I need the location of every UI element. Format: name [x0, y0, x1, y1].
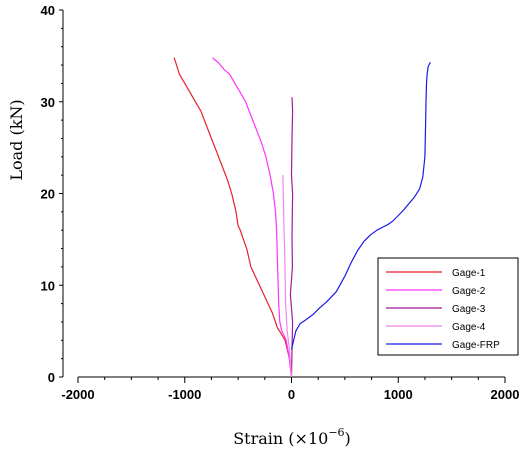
legend-label-gage-1: Gage-1	[452, 268, 486, 279]
y-tick-label-1: 10	[41, 278, 55, 293]
x-tick-label-1: -1000	[168, 387, 201, 402]
legend: Gage-1 Gage-2 Gage-3 Gage-4 Gage-FRP	[378, 258, 518, 355]
y-tick-label-2: 20	[41, 187, 55, 202]
x-axis-title: Strain (×10−6)	[233, 426, 351, 448]
x-tick-label-4: 2000	[491, 387, 520, 402]
legend-label-gage-3: Gage-3	[452, 304, 486, 315]
legend-label-gage-2: Gage-2	[452, 286, 486, 297]
x-axis-title-close: )	[345, 429, 351, 448]
legend-label-gage-4: Gage-4	[452, 322, 486, 333]
series-gage-2-line	[213, 58, 292, 377]
legend-label-gage-frp: Gage-FRP	[452, 340, 500, 351]
x-tick-label-3: 1000	[384, 387, 413, 402]
y-tick-label-4: 40	[41, 3, 55, 18]
series-gage-3-line	[290, 97, 292, 377]
series-gage-1-line	[174, 58, 291, 377]
x-axis-title-exponent: −6	[328, 426, 344, 439]
x-tick-label-0: -2000	[61, 387, 94, 402]
x-axis-title-main: Strain (×10	[233, 429, 328, 448]
y-tick-label-0: 0	[48, 370, 55, 385]
x-tick-label-2: 0	[288, 387, 295, 402]
y-tick-label-3: 30	[41, 95, 55, 110]
y-axis-title: Load (kN)	[7, 99, 26, 180]
